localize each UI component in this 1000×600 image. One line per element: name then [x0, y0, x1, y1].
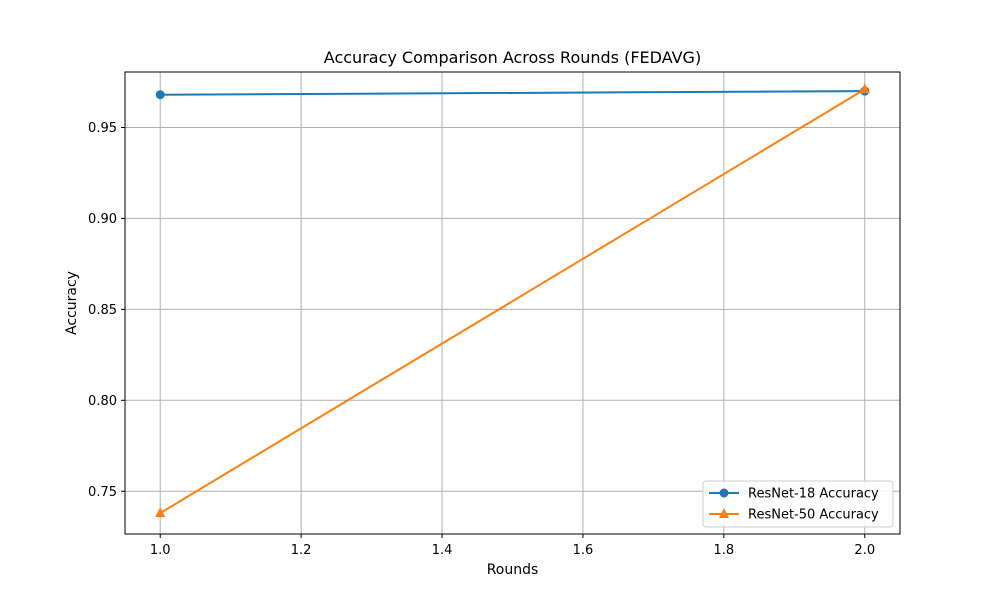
x-tick-label: 1.8 [714, 543, 735, 558]
y-tick-label: 0.95 [88, 121, 117, 136]
y-axis-ticks: 0.75 0.80 0.85 0.90 0.95 [88, 121, 125, 500]
legend-label-2: ResNet-50 Accuracy [748, 508, 879, 523]
x-tick-label: 1.2 [291, 543, 312, 558]
x-tick-label: 1.6 [573, 543, 594, 558]
chart-title: Accuracy Comparison Across Rounds (FEDAV… [324, 48, 701, 67]
series-line-2 [160, 89, 865, 513]
y-tick-label: 0.80 [88, 394, 117, 409]
legend-marker-circle [720, 489, 729, 498]
data-point-circle [156, 90, 165, 99]
legend: ResNet-18 Accuracy ResNet-50 Accuracy [703, 481, 893, 527]
series-group [155, 83, 870, 517]
y-tick-label: 0.85 [88, 303, 117, 318]
x-axis-label: Rounds [487, 562, 539, 578]
y-tick-label: 0.75 [88, 485, 117, 500]
x-axis-ticks: 1.0 1.2 1.4 1.6 1.8 2.0 [150, 534, 875, 558]
x-tick-label: 1.0 [150, 543, 171, 558]
legend-label-1: ResNet-18 Accuracy [748, 487, 879, 502]
series-line-1 [160, 91, 865, 95]
x-tick-label: 1.4 [432, 543, 453, 558]
y-axis-label: Accuracy [64, 271, 80, 335]
y-tick-label: 0.90 [88, 212, 117, 227]
x-tick-label: 2.0 [854, 543, 875, 558]
